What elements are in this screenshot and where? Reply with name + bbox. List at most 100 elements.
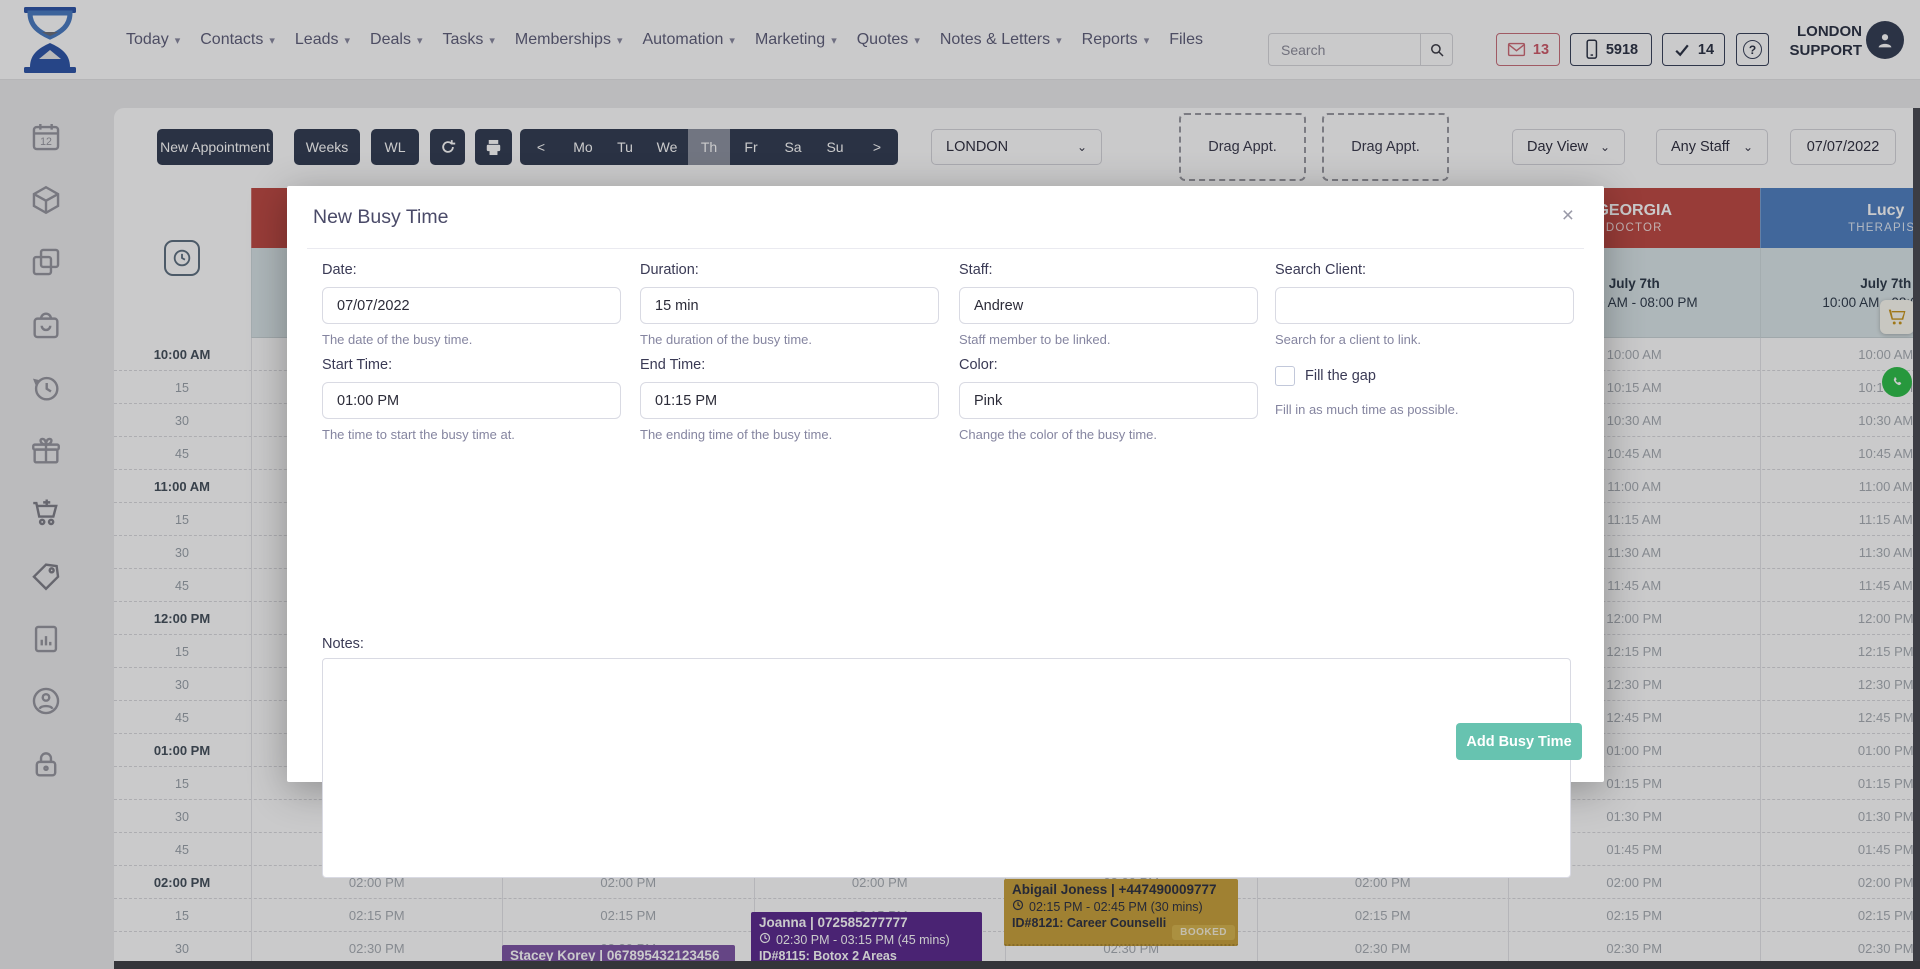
nav-item-marketing[interactable]: Marketing ▾ bbox=[745, 31, 847, 49]
calendar-slot[interactable]: 02:30 PM bbox=[1256, 932, 1509, 965]
calendar-slot[interactable]: 10:45 AM bbox=[1759, 437, 1920, 470]
calendar-slot[interactable]: 11:15 AM bbox=[1759, 503, 1920, 536]
day-cell-fr[interactable]: Fr bbox=[744, 139, 758, 155]
calendar-slot[interactable]: 12:00 PM bbox=[1759, 602, 1920, 635]
calendar-slot[interactable]: 02:15 PM bbox=[1759, 899, 1920, 932]
avatar[interactable] bbox=[1866, 21, 1904, 59]
view-select[interactable]: Day View ⌄ bbox=[1512, 129, 1625, 165]
new-appointment-button[interactable]: New Appointment bbox=[157, 129, 273, 165]
calendar-slot[interactable]: 11:30 AM bbox=[1759, 536, 1920, 569]
staff-select[interactable]: Any Staff ⌄ bbox=[1656, 129, 1768, 165]
day-cell-we[interactable]: We bbox=[656, 139, 678, 155]
nav-item-notes-letters[interactable]: Notes & Letters ▾ bbox=[930, 31, 1072, 49]
report-icon[interactable] bbox=[29, 622, 63, 656]
field-input-color[interactable] bbox=[959, 382, 1258, 419]
nav-item-files[interactable]: Files bbox=[1159, 31, 1213, 49]
calendar-slot[interactable]: 02:00 PM bbox=[1256, 866, 1509, 899]
whatsapp-fab-button[interactable] bbox=[1882, 367, 1912, 397]
calendar-slot[interactable]: 02:15 PM bbox=[1256, 899, 1509, 932]
calendar-slot[interactable]: 11:00 AM bbox=[1759, 470, 1920, 503]
drag-appointment-1[interactable]: Drag Appt. bbox=[1179, 113, 1306, 181]
copy-icon[interactable] bbox=[29, 245, 63, 279]
package-icon[interactable] bbox=[29, 183, 63, 217]
vertical-scrollbar[interactable] bbox=[1913, 108, 1920, 969]
calendar-slot[interactable]: 02:00 PM bbox=[250, 866, 503, 899]
nav-item-contacts[interactable]: Contacts ▾ bbox=[190, 31, 285, 49]
phone-notifications-badge[interactable]: 5918 bbox=[1570, 33, 1652, 66]
staff-column-header-lucy[interactable]: Lucy THERAPIST bbox=[1759, 188, 1920, 248]
field-input-search-client[interactable] bbox=[1275, 287, 1574, 324]
lock-icon[interactable] bbox=[29, 747, 63, 781]
cart-icon[interactable] bbox=[29, 496, 63, 530]
calendar-icon[interactable]: 12 bbox=[29, 120, 63, 154]
day-cell-th[interactable]: Th bbox=[688, 129, 730, 165]
nav-item-tasks[interactable]: Tasks ▾ bbox=[432, 31, 504, 49]
calendar-slot[interactable]: 02:00 PM bbox=[1759, 866, 1920, 899]
field-input-duration[interactable] bbox=[640, 287, 939, 324]
next-day-button[interactable]: > bbox=[872, 139, 882, 155]
weeks-button[interactable]: Weeks bbox=[294, 129, 360, 165]
slot-time-label: 02:30 PM bbox=[1354, 941, 1411, 956]
calendar-slot[interactable]: 12:45 PM bbox=[1759, 701, 1920, 734]
day-cell-tu[interactable]: Tu bbox=[617, 139, 633, 155]
task-notifications-badge[interactable]: 14 bbox=[1662, 33, 1725, 66]
nav-item-reports[interactable]: Reports ▾ bbox=[1072, 31, 1160, 49]
print-button[interactable] bbox=[475, 129, 512, 165]
calendar-slot[interactable]: 01:15 PM bbox=[1759, 767, 1920, 800]
email-notifications-badge[interactable]: 13 bbox=[1496, 33, 1560, 66]
appointment-joanna[interactable]: Joanna | 072585277777 02:30 PM - 03:15 PM… bbox=[751, 912, 982, 969]
bag-icon[interactable] bbox=[29, 308, 63, 342]
calendar-slot[interactable]: 02:00 PM bbox=[1508, 866, 1760, 899]
field-input-date[interactable] bbox=[322, 287, 621, 324]
calendar-slot[interactable]: 02:15 PM bbox=[250, 899, 503, 932]
fill-the-gap-checkbox[interactable] bbox=[1275, 365, 1295, 386]
close-icon[interactable]: × bbox=[1561, 204, 1574, 227]
account-icon[interactable] bbox=[29, 684, 63, 718]
calendar-slot[interactable]: 10:00 AM bbox=[1759, 338, 1920, 371]
nav-item-quotes[interactable]: Quotes ▾ bbox=[847, 31, 930, 49]
calendar-slot[interactable]: 10:30 AM bbox=[1759, 404, 1920, 437]
waitlist-button[interactable]: WL bbox=[371, 129, 419, 165]
calendar-slot[interactable]: 11:45 AM bbox=[1759, 569, 1920, 602]
nav-item-automation[interactable]: Automation ▾ bbox=[632, 31, 744, 49]
prev-day-button[interactable]: < bbox=[536, 139, 546, 155]
day-cell-su[interactable]: Su bbox=[826, 139, 844, 155]
nav-item-deals[interactable]: Deals ▾ bbox=[360, 31, 432, 49]
calendar-slot[interactable]: 02:00 PM bbox=[502, 866, 754, 899]
notes-textarea[interactable] bbox=[322, 658, 1571, 878]
nav-item-today[interactable]: Today ▾ bbox=[116, 31, 190, 49]
calendar-slot[interactable]: 02:15 PM bbox=[1508, 899, 1760, 932]
appointment-abigail-joness[interactable]: Abigail Joness | +447490009777 02:15 PM -… bbox=[1004, 879, 1238, 946]
cart-fab-button[interactable] bbox=[1880, 300, 1914, 334]
nav-item-memberships[interactable]: Memberships ▾ bbox=[505, 31, 633, 49]
calendar-slot[interactable]: 02:30 PM bbox=[250, 932, 503, 965]
search-button[interactable] bbox=[1420, 33, 1453, 66]
history-icon[interactable] bbox=[29, 371, 63, 405]
calendar-slot[interactable]: 02:30 PM bbox=[1508, 932, 1760, 965]
tag-icon[interactable] bbox=[29, 559, 63, 593]
refresh-button[interactable] bbox=[430, 129, 465, 165]
horizontal-scrollbar[interactable] bbox=[114, 961, 1920, 969]
calendar-slot[interactable]: 02:30 PM bbox=[1759, 932, 1920, 965]
add-busy-time-button[interactable]: Add Busy Time bbox=[1456, 723, 1582, 760]
help-button[interactable]: ? bbox=[1736, 33, 1769, 66]
day-cell-sa[interactable]: Sa bbox=[784, 139, 802, 155]
gift-icon[interactable] bbox=[29, 434, 63, 468]
calendar-slot[interactable]: 01:00 PM bbox=[1759, 734, 1920, 767]
location-select[interactable]: LONDON ⌄ bbox=[931, 129, 1102, 165]
nav-item-leads[interactable]: Leads ▾ bbox=[285, 31, 360, 49]
refresh-icon bbox=[441, 140, 455, 153]
field-input-start-time[interactable] bbox=[322, 382, 621, 419]
calendar-slot[interactable]: 12:15 PM bbox=[1759, 635, 1920, 668]
drag-appointment-2[interactable]: Drag Appt. bbox=[1322, 113, 1449, 181]
calendar-slot[interactable]: 02:00 PM bbox=[753, 866, 1006, 899]
calendar-slot[interactable]: 01:30 PM bbox=[1759, 800, 1920, 833]
field-input-staff[interactable] bbox=[959, 287, 1258, 324]
calendar-slot[interactable]: 12:30 PM bbox=[1759, 668, 1920, 701]
calendar-slot[interactable]: 02:15 PM bbox=[502, 899, 754, 932]
field-input-end-time[interactable] bbox=[640, 382, 939, 419]
search-input[interactable] bbox=[1268, 33, 1420, 66]
calendar-slot[interactable]: 01:45 PM bbox=[1759, 833, 1920, 866]
date-picker[interactable] bbox=[1790, 129, 1896, 165]
day-cell-mo[interactable]: Mo bbox=[573, 139, 593, 155]
